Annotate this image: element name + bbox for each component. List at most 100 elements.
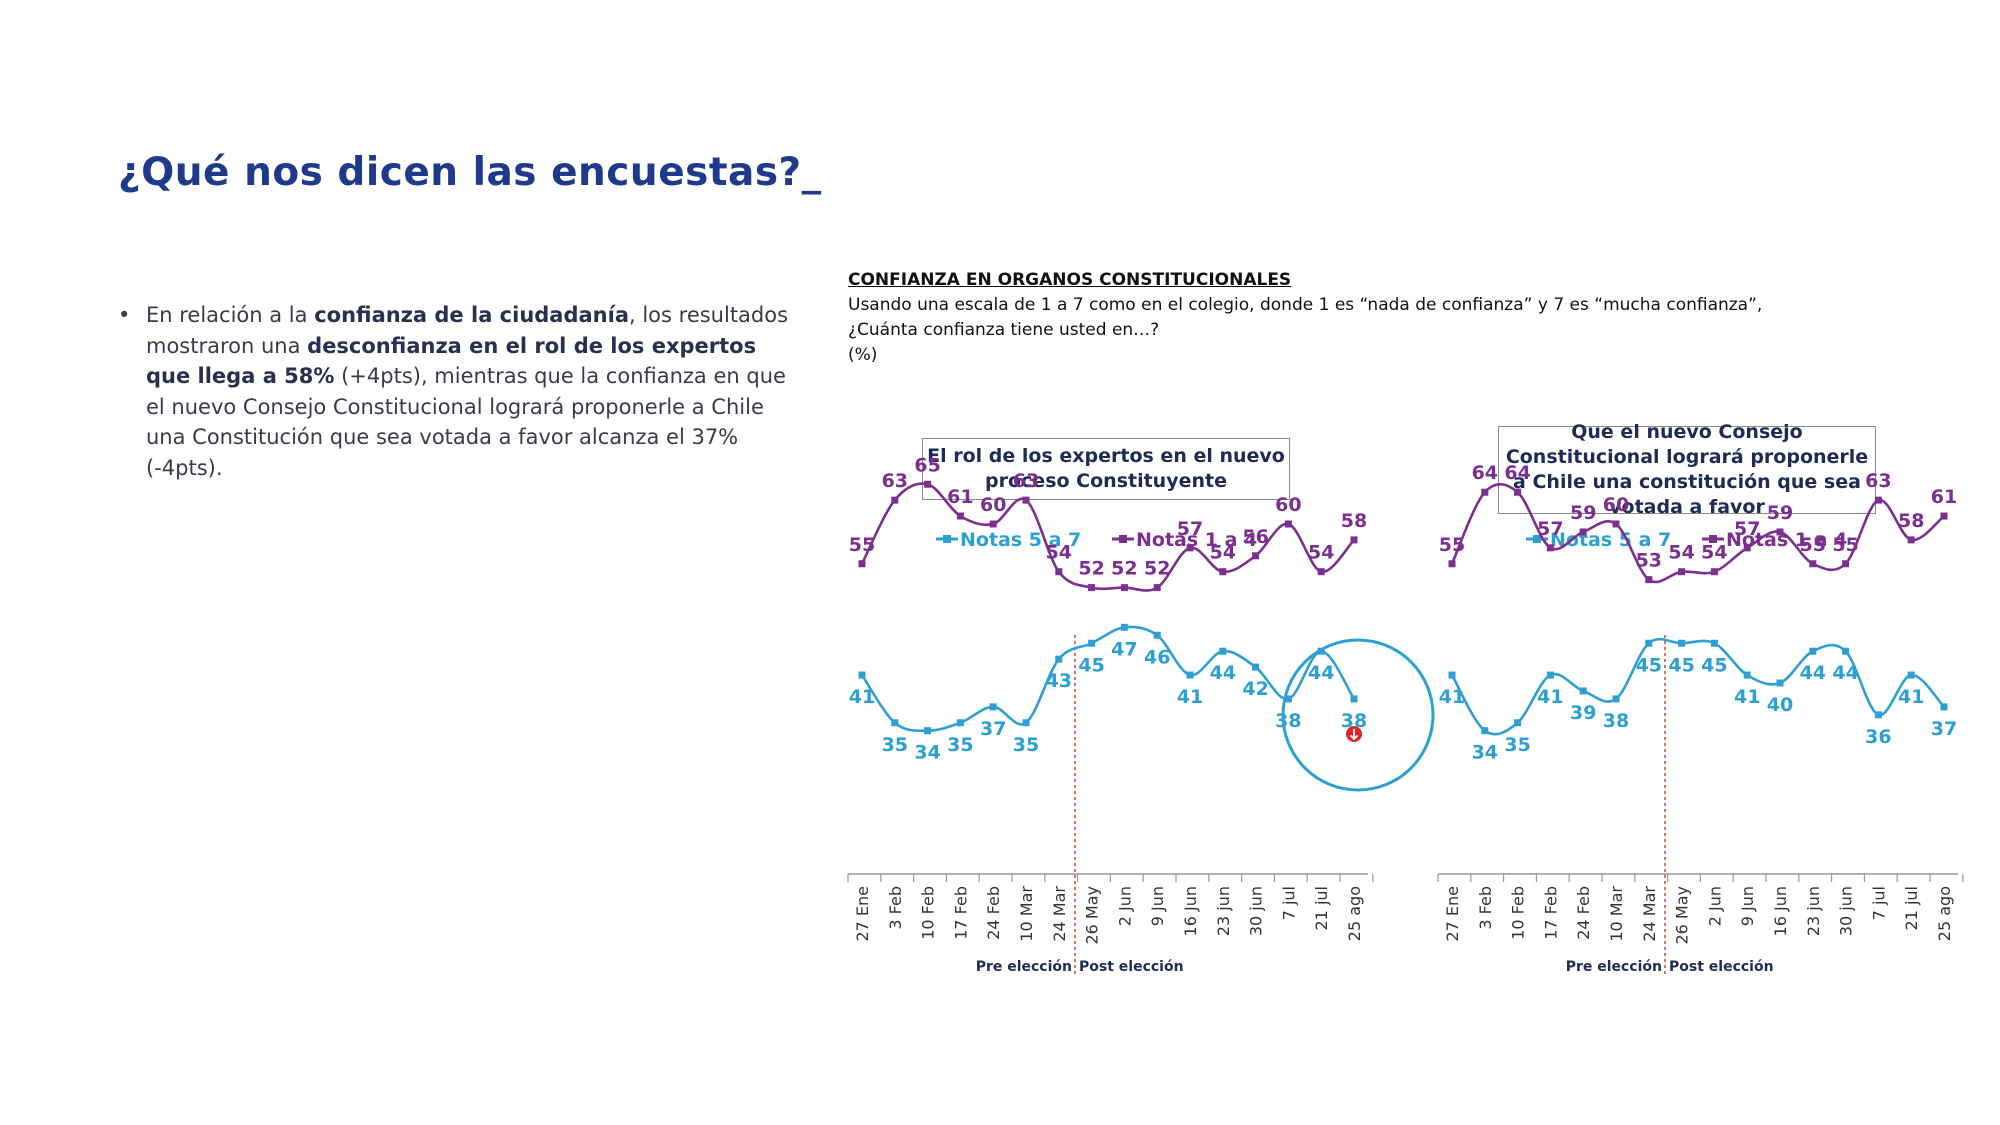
tick-label-0-6: 24 Mar (1050, 886, 1069, 942)
data-label-1-0-1: 34 (1472, 742, 1498, 764)
data-label-1-0-8: 45 (1701, 654, 1727, 676)
tick-label-1-15: 25 ago (1935, 886, 1954, 941)
point-0-0-6 (1055, 655, 1063, 663)
data-label-1-1-14: 58 (1898, 510, 1924, 532)
legend-marker-0-0 (943, 535, 951, 543)
data-label-0-1-13: 60 (1275, 494, 1301, 516)
question-block: CONFIANZA EN ORGANOS CONSTITUCIONALES Us… (848, 268, 1762, 368)
tick-label-1-14: 21 jul (1902, 886, 1921, 930)
point-0-1-12 (1252, 552, 1260, 560)
point-1-1-8 (1710, 568, 1718, 576)
tick-label-1-2: 10 Feb (1509, 886, 1528, 940)
data-label-0-0-4: 37 (980, 718, 1006, 740)
tick-label-1-13: 7 jul (1869, 886, 1888, 920)
point-0-0-2 (924, 727, 932, 735)
point-1-0-0 (1448, 671, 1456, 679)
point-1-0-13 (1874, 711, 1882, 719)
point-1-0-7 (1678, 639, 1686, 647)
point-1-1-10 (1776, 528, 1784, 536)
data-label-1-1-8: 54 (1701, 542, 1727, 564)
data-label-0-1-9: 52 (1144, 558, 1170, 580)
series-line-1-1 (1450, 482, 1945, 584)
point-1-1-9 (1743, 544, 1751, 552)
tick-label-1-0: 27 Ene (1443, 886, 1462, 942)
data-label-0-1-7: 52 (1078, 558, 1104, 580)
data-label-1-0-6: 45 (1636, 654, 1662, 676)
data-label-1-0-10: 40 (1767, 694, 1793, 716)
point-0-1-11 (1219, 568, 1227, 576)
point-1-0-11 (1809, 647, 1817, 655)
point-1-1-14 (1907, 536, 1915, 544)
tick-label-1-6: 24 Mar (1640, 886, 1659, 942)
legend-label-1-1: Notas 1 a 4 (1726, 529, 1847, 551)
data-label-1-1-6: 53 (1636, 550, 1662, 572)
period-label-pre-0: Pre elección (976, 959, 1072, 975)
bullet-dot: • (118, 303, 131, 327)
data-label-1-1-11: 55 (1800, 534, 1826, 556)
point-1-1-11 (1809, 560, 1817, 568)
point-1-1-6 (1645, 576, 1653, 584)
tick-label-0-2: 10 Feb (919, 886, 938, 940)
question-line-1: Usando una escala de 1 a 7 como en el co… (848, 295, 1763, 315)
series-line-0-1 (860, 482, 1355, 592)
data-label-0-0-13: 38 (1275, 710, 1301, 732)
data-label-0-1-14: 54 (1308, 542, 1334, 564)
point-0-0-7 (1088, 639, 1096, 647)
data-label-0-1-11: 54 (1210, 542, 1236, 564)
data-label-1-0-13: 36 (1865, 726, 1891, 748)
data-label-1-1-1: 64 (1472, 462, 1498, 484)
series-line-0-0 (860, 625, 1356, 733)
point-0-0-12 (1252, 663, 1260, 671)
data-label-1-0-5: 38 (1603, 710, 1629, 732)
data-label-0-1-3: 61 (947, 486, 973, 508)
point-1-0-9 (1743, 671, 1751, 679)
tick-label-1-4: 24 Feb (1574, 886, 1593, 940)
tick-label-1-11: 23 jun (1804, 886, 1823, 936)
data-label-0-1-6: 54 (1046, 542, 1072, 564)
point-1-1-3 (1546, 544, 1554, 552)
legend-marker-0-1 (1119, 535, 1127, 543)
summary-text-1: En relación a la (146, 303, 315, 327)
tick-label-1-7: 26 May (1673, 886, 1692, 945)
data-label-0-0-5: 35 (1013, 734, 1039, 756)
data-label-0-1-0: 55 (849, 534, 875, 556)
chart-1-title: El rol de los expertos en el nuevo proce… (927, 445, 1285, 492)
point-1-0-6 (1645, 639, 1653, 647)
point-0-1-7 (1088, 584, 1096, 592)
legend-marker-1-1 (1709, 535, 1717, 543)
point-1-1-0 (1448, 560, 1456, 568)
data-label-0-1-4: 60 (980, 494, 1006, 516)
data-label-0-1-15: 58 (1341, 510, 1367, 532)
legend-label-0-1: Notas 1 a 4 (1136, 529, 1257, 551)
point-1-1-2 (1514, 488, 1522, 496)
point-1-0-12 (1842, 647, 1850, 655)
point-1-1-7 (1678, 568, 1686, 576)
point-1-0-15 (1940, 703, 1948, 711)
point-0-1-5 (1022, 496, 1030, 504)
chart-1-title-box: El rol de los expertos en el nuevo proce… (922, 438, 1290, 500)
point-1-1-13 (1874, 496, 1882, 504)
data-label-0-0-14: 44 (1308, 662, 1334, 684)
summary-bullet: • En relación a la confianza de la ciuda… (118, 300, 798, 483)
page-title: ¿Qué nos dicen las encuestas?_ (118, 150, 822, 195)
tick-label-1-12: 30 jun (1837, 886, 1856, 936)
tick-label-1-3: 17 Feb (1541, 886, 1560, 940)
point-1-0-14 (1907, 671, 1915, 679)
legend-marker-1-0 (1533, 535, 1541, 543)
data-label-1-1-15: 61 (1931, 486, 1957, 508)
point-0-1-0 (858, 560, 866, 568)
data-label-1-0-0: 41 (1439, 686, 1465, 708)
data-label-0-0-8: 47 (1111, 638, 1137, 660)
data-label-0-0-10: 41 (1177, 686, 1203, 708)
point-1-0-5 (1612, 695, 1620, 703)
point-1-1-1 (1481, 488, 1489, 496)
data-label-1-1-4: 59 (1570, 502, 1596, 524)
point-0-1-4 (989, 520, 997, 528)
tick-label-0-9: 9 Jun (1148, 886, 1167, 926)
data-label-0-1-8: 52 (1111, 558, 1137, 580)
data-label-1-0-15: 37 (1931, 718, 1957, 740)
tick-label-0-11: 23 jun (1214, 886, 1233, 936)
data-label-0-1-12: 56 (1242, 526, 1268, 548)
tick-label-1-1: 3 Feb (1476, 886, 1495, 930)
